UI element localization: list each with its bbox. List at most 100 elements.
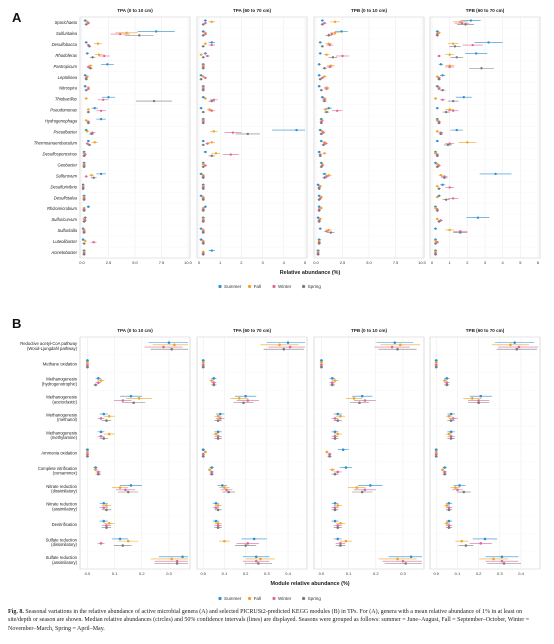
- data-point: [453, 45, 457, 48]
- data-point: [441, 74, 444, 77]
- data-point: [216, 430, 220, 434]
- data-point: [107, 414, 111, 418]
- data-point: [99, 430, 103, 434]
- x-tick-label: 0.3: [400, 571, 406, 576]
- data-point: [480, 67, 483, 70]
- data-point: [86, 52, 89, 55]
- data-point: [202, 45, 205, 48]
- data-point: [331, 468, 334, 472]
- data-point: [437, 121, 441, 125]
- data-point: [93, 106, 96, 110]
- data-point: [436, 163, 439, 166]
- data-point: [91, 56, 94, 59]
- data-point: [328, 43, 331, 47]
- data-point: [206, 54, 209, 58]
- data-point: [333, 379, 337, 382]
- facet-title: TPB (60 to 70 cm): [466, 328, 505, 333]
- data-point: [125, 31, 128, 34]
- data-point: [212, 377, 216, 380]
- x-tick-label: 0.0: [200, 571, 206, 576]
- x-tick-label: 0.3: [264, 571, 270, 576]
- category-label: Desulfobacca: [52, 42, 78, 47]
- panel-label-A: A: [12, 10, 22, 25]
- data-point: [320, 139, 323, 143]
- data-point: [341, 448, 345, 452]
- category-label: Sulfuritalla: [57, 228, 77, 233]
- data-point: [210, 472, 214, 476]
- data-point: [445, 377, 449, 380]
- data-point: [167, 341, 171, 344]
- data-point: [320, 206, 323, 210]
- data-point: [212, 130, 216, 133]
- facet-frame: [79, 336, 191, 570]
- data-point: [201, 452, 205, 456]
- data-point: [341, 54, 344, 58]
- data-point: [469, 19, 473, 22]
- data-point: [449, 437, 453, 440]
- data-point: [449, 412, 453, 416]
- x-tick-label: 1: [449, 260, 452, 265]
- category-label: Complete nitrification: [38, 466, 78, 471]
- data-point: [214, 519, 218, 523]
- data-point: [106, 63, 109, 66]
- data-point: [82, 198, 86, 201]
- category-label: (assimilatory): [52, 560, 77, 565]
- data-point: [322, 131, 325, 134]
- data-point: [444, 110, 448, 114]
- data-point: [204, 21, 207, 25]
- data-point: [86, 450, 89, 454]
- data-point: [204, 97, 207, 100]
- data-point: [358, 401, 361, 405]
- data-point: [336, 537, 340, 541]
- data-point: [325, 230, 328, 233]
- data-point: [352, 397, 356, 400]
- x-tick-label: 7.5: [159, 260, 165, 265]
- category-label: Luteolibacter: [53, 239, 78, 244]
- data-point: [449, 430, 453, 434]
- x-axis-title: Relative abundance (%): [280, 270, 341, 276]
- data-point: [170, 557, 173, 561]
- data-point: [324, 108, 327, 111]
- data-point: [441, 183, 444, 187]
- data-point: [201, 455, 205, 458]
- data-point: [244, 544, 247, 547]
- x-tick-label: 4: [283, 260, 286, 265]
- data-point: [175, 559, 179, 563]
- category-label: Sporichaeta: [55, 20, 78, 25]
- data-point: [181, 555, 184, 559]
- data-point: [214, 152, 218, 155]
- data-point: [118, 486, 122, 489]
- data-point: [437, 87, 441, 91]
- data-point: [319, 128, 322, 132]
- data-point: [513, 341, 516, 344]
- category-label: Methanogenesis: [46, 412, 77, 417]
- data-point: [323, 152, 326, 155]
- data-point: [445, 504, 449, 507]
- data-point: [316, 183, 320, 187]
- category-label: Sulfurovum: [56, 173, 78, 178]
- data-point: [454, 486, 457, 489]
- data-point: [246, 542, 250, 545]
- x-tick-label: 5: [304, 260, 307, 265]
- category-label: Leptolinea: [58, 75, 78, 80]
- data-point: [333, 20, 337, 24]
- data-point: [202, 242, 205, 245]
- data-point: [325, 450, 329, 454]
- data-point: [502, 562, 506, 565]
- data-point: [202, 143, 205, 147]
- facet-title: TPB (0 to 10 cm): [351, 8, 387, 13]
- data-point: [87, 205, 90, 208]
- data-point: [107, 96, 110, 99]
- data-point: [464, 23, 467, 26]
- data-point: [102, 506, 106, 509]
- x-tick-label: 4: [502, 260, 505, 265]
- data-point: [257, 562, 260, 565]
- data-point: [204, 76, 207, 80]
- data-point: [202, 220, 205, 223]
- data-point: [214, 501, 218, 505]
- data-point: [437, 164, 441, 167]
- data-point: [94, 468, 97, 472]
- data-point: [216, 434, 220, 438]
- data-point: [132, 401, 135, 405]
- data-point: [449, 434, 453, 438]
